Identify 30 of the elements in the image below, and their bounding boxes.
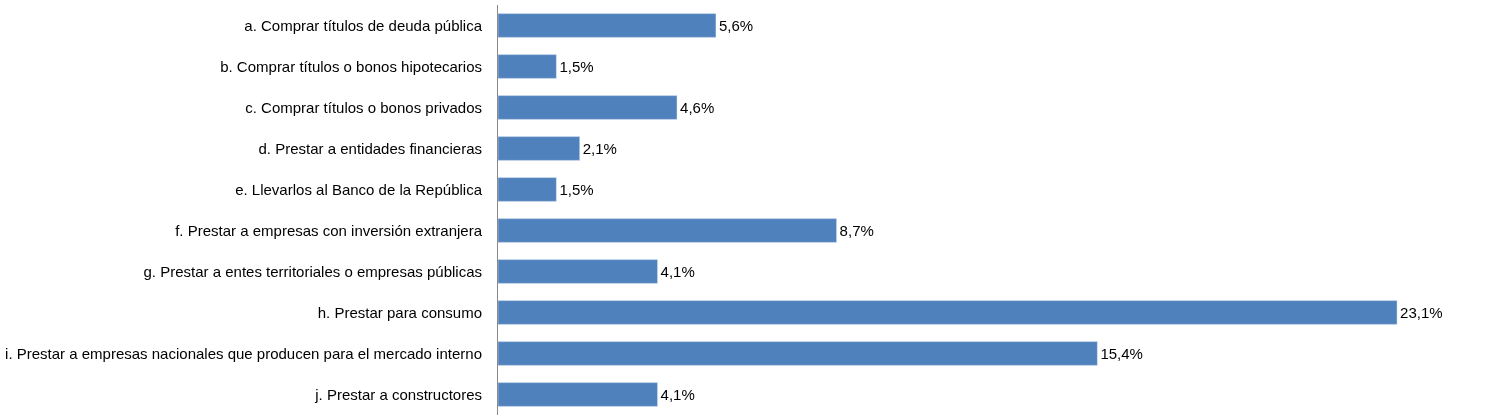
data-label: 1,5% [559, 58, 594, 75]
bar [498, 300, 1398, 325]
bar [498, 13, 717, 38]
bar [498, 177, 557, 202]
data-label: 8,7% [839, 222, 874, 239]
bar [498, 136, 580, 161]
data-label: 23,1% [1400, 304, 1443, 321]
bar [498, 54, 557, 79]
y-tick-label: g. Prestar a entes territoriales o empresas públicas [143, 262, 482, 280]
data-label: 1,5% [559, 181, 594, 198]
y-tick-label: f. Prestar a empresas con inversión extranjera [175, 221, 483, 239]
bar [498, 218, 837, 243]
data-label: 15,4% [1100, 345, 1143, 362]
data-label: 5,6% [718, 17, 754, 34]
data-label: 4,6% [680, 99, 715, 116]
y-tick-label: b. Comprar títulos o bonos hipotecarios [220, 57, 482, 75]
data-label: 4,1% [660, 263, 695, 280]
y-tick-label: i. Prestar a empresas nacionales que producen para el mercado interno [5, 344, 482, 362]
y-tick-label: a. Comprar títulos de deuda pública [244, 16, 483, 34]
y-tick-label: e. Llevarlos al Banco de la República [235, 180, 483, 198]
bar [498, 341, 1098, 366]
data-label: 4,1% [660, 386, 695, 403]
bar [498, 382, 658, 407]
data-label: 2,1% [582, 140, 617, 157]
y-tick-label: d. Prestar a entidades financieras [258, 139, 482, 157]
y-tick-label: h. Prestar para consumo [317, 303, 482, 321]
bar [498, 259, 658, 284]
bar [498, 95, 678, 120]
y-tick-label: j. Prestar a constructores [314, 385, 482, 403]
y-tick-label: c. Comprar títulos o bonos privados [245, 98, 482, 116]
